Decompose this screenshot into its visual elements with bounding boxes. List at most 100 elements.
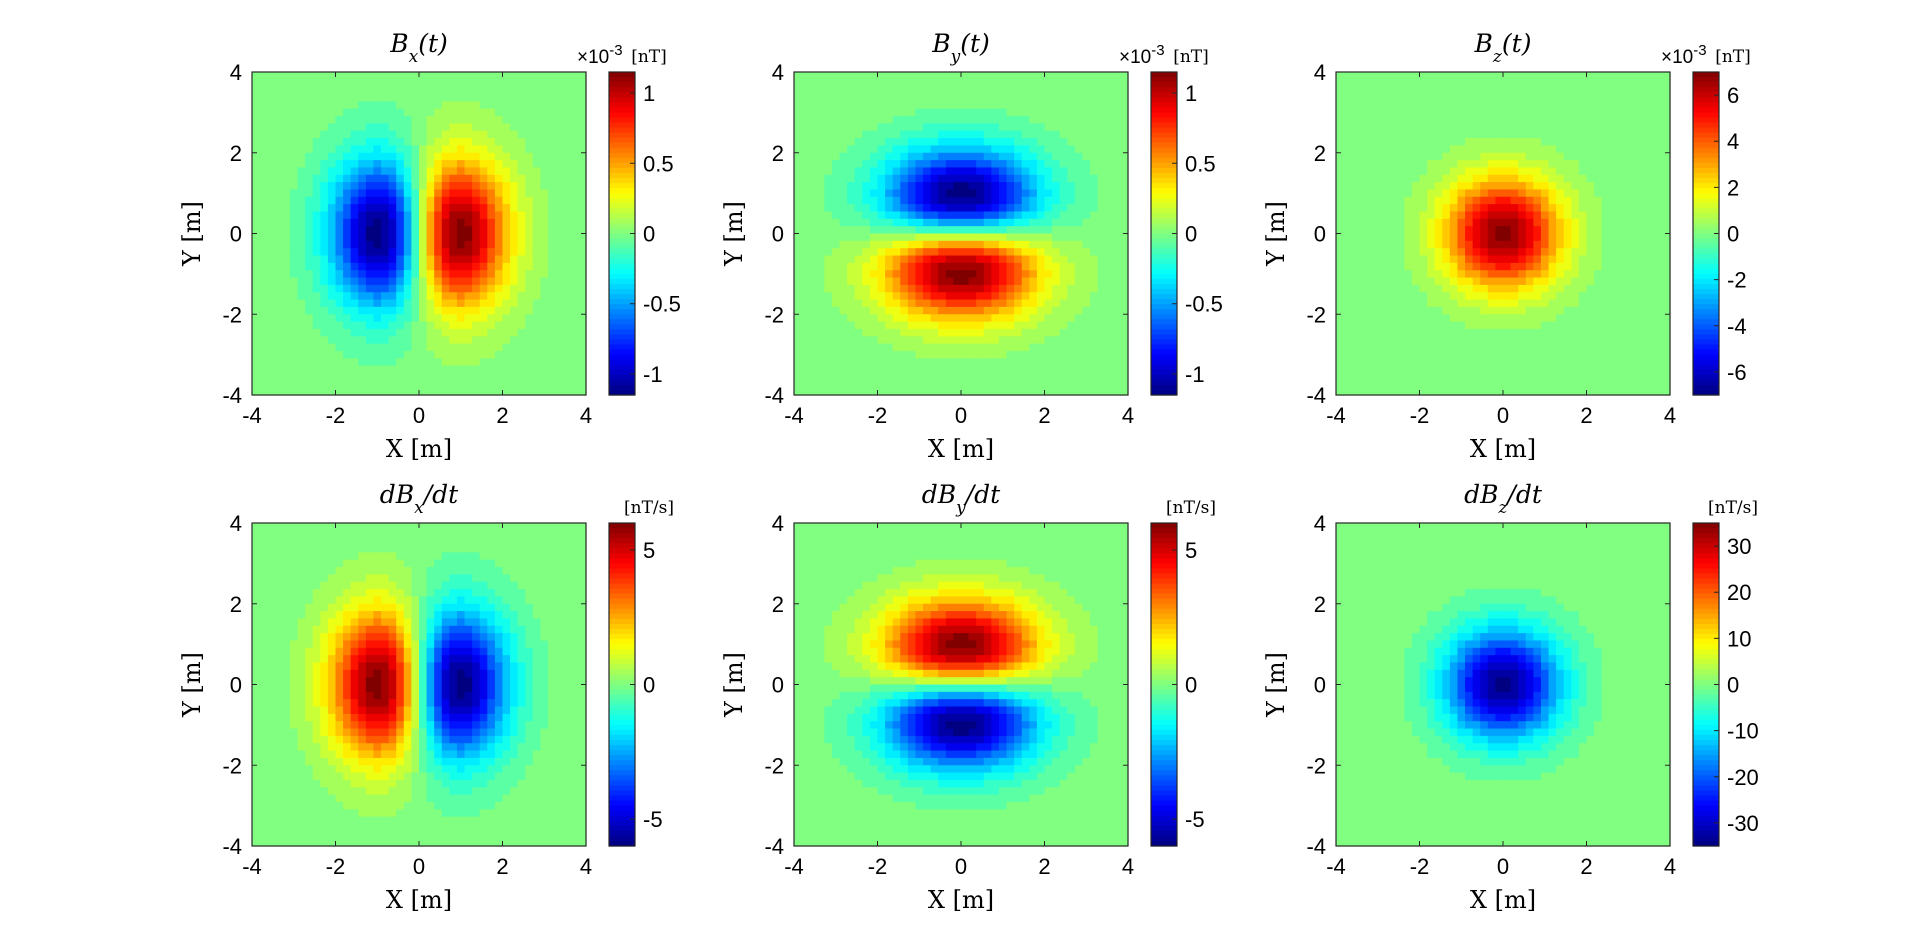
heatmap-cell: [327, 314, 337, 323]
heatmap-cell: [365, 196, 375, 205]
heatmap-cell: [1343, 94, 1352, 102]
heatmap-cell: [1014, 255, 1023, 264]
heatmap-cell: [274, 116, 283, 124]
heatmap-cell: [961, 145, 970, 154]
heatmap-cell: [961, 196, 970, 205]
heatmap-cell: [1036, 204, 1046, 213]
heatmap-cell: [426, 204, 435, 213]
heatmap-cell: [847, 292, 856, 301]
heatmap-cell: [1036, 116, 1046, 124]
heatmap-cell: [403, 101, 413, 110]
heatmap-cell: [1036, 233, 1046, 242]
heatmap-cell: [532, 233, 542, 242]
heatmap-cell: [1097, 306, 1106, 315]
colorbar-segment: [1151, 294, 1177, 300]
heatmap-cell: [259, 255, 268, 264]
heatmap-cell: [396, 189, 405, 198]
heatmap-cell: [1427, 255, 1436, 264]
heatmap-cell: [824, 321, 833, 330]
heatmap-cell: [794, 248, 803, 257]
heatmap-cell: [1419, 152, 1428, 161]
heatmap-cell: [1480, 255, 1489, 264]
heatmap-cell: [456, 204, 466, 213]
heatmap-cell: [350, 336, 359, 345]
heatmap-cell: [456, 226, 466, 235]
heatmap-cell: [419, 160, 428, 169]
heatmap-cell: [1351, 182, 1360, 191]
heatmap-cell: [578, 174, 587, 183]
heatmap-cell: [570, 284, 580, 293]
heatmap-cell: [983, 358, 992, 367]
heatmap-cell: [809, 358, 818, 367]
heatmap-cell: [816, 284, 825, 293]
heatmap-cell: [532, 86, 542, 95]
heatmap-cell: [320, 350, 329, 359]
heatmap-cell: [824, 204, 833, 213]
heatmap-cell: [1112, 160, 1122, 169]
heatmap-cell: [563, 270, 572, 279]
heatmap-cell: [1442, 248, 1451, 257]
heatmap-cell: [1404, 380, 1413, 389]
heatmap-cell: [403, 314, 413, 323]
heatmap-cell: [449, 138, 458, 147]
heatmap-cell: [411, 130, 420, 139]
heatmap-cell: [570, 86, 580, 95]
heatmap-cell: [487, 79, 496, 88]
colorbar-segment: [609, 152, 635, 159]
heatmap-cell: [1411, 116, 1421, 124]
heatmap-cell: [1411, 277, 1421, 286]
heatmap-cell: [1067, 196, 1076, 205]
heatmap-cell: [930, 79, 939, 88]
heatmap-cell: [945, 380, 955, 389]
heatmap-cell: [259, 108, 268, 117]
heatmap-cell: [563, 116, 572, 124]
heatmap-cell: [1120, 248, 1129, 257]
heatmap-cell: [1090, 116, 1099, 124]
heatmap-cell: [869, 372, 879, 381]
heatmap-cell: [801, 262, 810, 271]
heatmap-cell: [335, 138, 344, 147]
heatmap-cell: [305, 101, 314, 110]
heatmap-cell: [297, 387, 306, 396]
heatmap-cell: [1411, 255, 1421, 264]
heatmap-cell: [578, 343, 587, 352]
heatmap-cell: [578, 138, 587, 147]
heatmap-cell: [1427, 358, 1436, 367]
heatmap-cell: [472, 145, 481, 154]
colorbar-segment: [609, 162, 635, 169]
heatmap-cell: [282, 372, 291, 381]
colorbar-tick-label: 1: [1185, 81, 1197, 106]
heatmap-cell: [923, 130, 932, 139]
heatmap-cell: [1343, 204, 1352, 213]
heatmap-cell: [548, 306, 557, 315]
colorbar-segment: [609, 283, 635, 290]
heatmap-cell: [816, 108, 825, 117]
heatmap-cell: [1036, 255, 1046, 264]
heatmap-cell: [824, 211, 833, 220]
heatmap-cell: [824, 174, 833, 183]
heatmap-cell: [578, 101, 587, 110]
heatmap-cell: [885, 204, 894, 213]
heatmap-cell: [1472, 218, 1481, 227]
heatmap-cell: [1472, 350, 1481, 359]
heatmap-cell: [570, 116, 580, 124]
heatmap-cell: [1044, 343, 1053, 352]
heatmap-cell: [1090, 343, 1099, 352]
heatmap-cell: [1052, 262, 1061, 271]
heatmap-cell: [1366, 160, 1375, 169]
heatmap-cell: [1052, 211, 1061, 220]
heatmap-cell: [297, 211, 306, 220]
heatmap-cell: [396, 358, 405, 367]
heatmap-cell: [1097, 277, 1106, 286]
heatmap-cell: [1487, 108, 1497, 117]
heatmap-cell: [502, 350, 511, 359]
heatmap-cell: [502, 123, 511, 132]
heatmap-cell: [923, 343, 932, 352]
heatmap-cell: [991, 94, 1000, 102]
heatmap-cell: [1021, 130, 1030, 139]
heatmap-cell: [1449, 321, 1459, 330]
heatmap-cell: [365, 145, 375, 154]
heatmap-cell: [388, 160, 397, 169]
heatmap-cell: [801, 380, 810, 389]
heatmap-cell: [502, 94, 511, 102]
